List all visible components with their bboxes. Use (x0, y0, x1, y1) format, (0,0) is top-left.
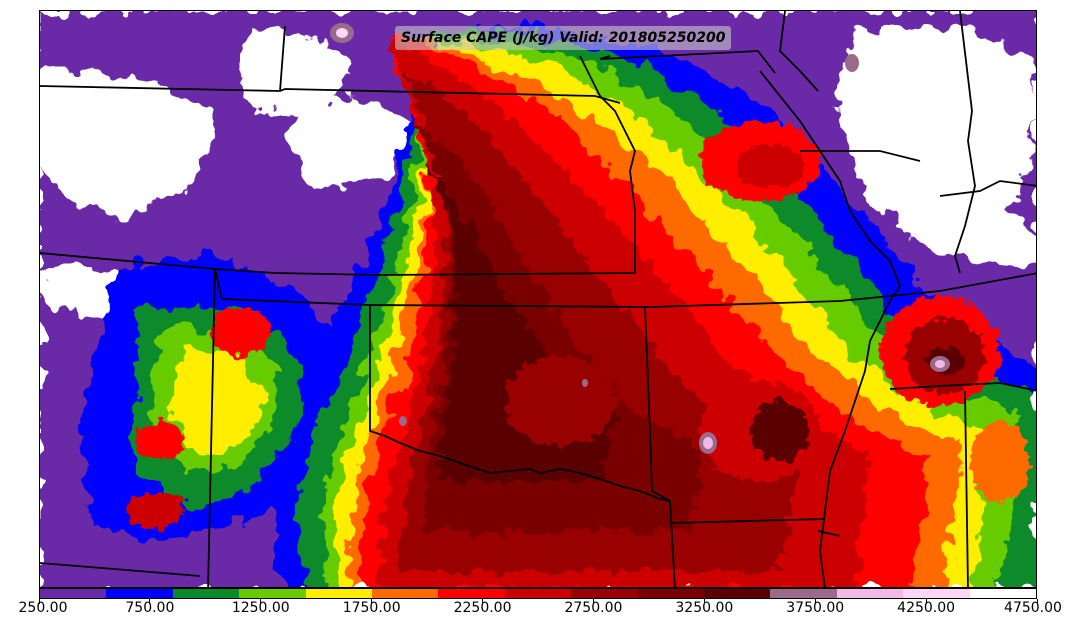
colorbar-segment (438, 589, 505, 598)
colorbar-segment (239, 589, 306, 598)
boundary-il-in (954, 11, 976, 274)
map-panel: Surface CAPE (J/kg) Valid: 201805250200 (39, 10, 1037, 588)
colorbar-segment (571, 589, 638, 598)
boundary-ms-river (759, 70, 902, 587)
boundary-tn-ms (964, 390, 969, 587)
colorbar-tick (703, 599, 705, 604)
colorbar-segment (969, 589, 1037, 598)
colorbar-segment (836, 589, 904, 598)
colorbar-tick (592, 599, 594, 604)
colorbar-tick-label: 250.00 (18, 600, 68, 616)
colorbar-segment (305, 589, 373, 598)
boundary-sd-mn-west (599, 55, 611, 60)
colorbar (39, 588, 1037, 599)
map-title: Surface CAPE (J/kg) Valid: 201805250200 (395, 26, 732, 50)
boundary-ky-tn (889, 382, 1036, 392)
boundary-ia-mn (599, 50, 776, 74)
boundary-ne-ia (579, 55, 636, 273)
colorbar-tick-label: 1250.00 (231, 600, 290, 616)
colorbar-segment (504, 589, 572, 598)
boundary-mn-wi (779, 11, 819, 92)
boundary-sd-west (279, 25, 286, 92)
colorbar-tick (925, 599, 927, 604)
colorbar-tick (38, 599, 40, 604)
colorbar-tick-label: 3250.00 (675, 600, 734, 616)
colorbar-tick-label: 750.00 (125, 600, 175, 616)
colorbar-segment (106, 589, 173, 598)
colorbar-tick (149, 599, 151, 604)
colorbar-tick (814, 599, 816, 604)
boundary-ok-east (644, 306, 671, 502)
colorbar-tick-label: 3750.00 (786, 600, 845, 616)
boundary-wi-il (800, 150, 921, 162)
colorbar-tick-label: 4250.00 (897, 600, 956, 616)
boundary-ks-ne (40, 252, 636, 276)
colorbar-segment (40, 589, 107, 598)
colorbar-segment (372, 589, 439, 598)
colorbar-segment (770, 589, 837, 598)
colorbar-tick (482, 599, 484, 604)
colorbar-tick-label: 2250.00 (453, 600, 512, 616)
colorbar-segment (704, 589, 771, 598)
colorbar-tick-label: 1750.00 (342, 600, 401, 616)
boundary-co-west (214, 268, 223, 300)
boundary-mo-east (839, 272, 1036, 302)
boundary-ok-panhandle (369, 305, 671, 502)
colorbar-tick-label: 2750.00 (564, 600, 623, 616)
colorbar-tick (260, 599, 262, 604)
cape-map (40, 11, 1036, 587)
colorbar-segment (903, 589, 970, 598)
state-boundaries (40, 11, 1036, 587)
colorbar-segment (637, 589, 705, 598)
boundary-nm-tx (40, 562, 201, 577)
colorbar-ticks: 250.00 750.00 1250.00 1750.00 2250.00 2750.00… (19, 599, 1062, 629)
boundary-ar-la (671, 518, 826, 524)
boundary-ky-oh (939, 180, 1036, 197)
boundary-ok-ks (221, 298, 841, 308)
colorbar-segment (172, 589, 240, 598)
boundary-ms-la (817, 530, 841, 537)
colorbar-tick (371, 599, 373, 604)
cape-hotspots (125, 121, 1030, 529)
colorbar-tick-label: 4750.00 (1004, 600, 1062, 616)
boundary-wy-co (207, 268, 216, 587)
cape-peaks (330, 23, 950, 454)
boundary-ar (669, 500, 676, 587)
colorbar-tick (1036, 599, 1038, 604)
